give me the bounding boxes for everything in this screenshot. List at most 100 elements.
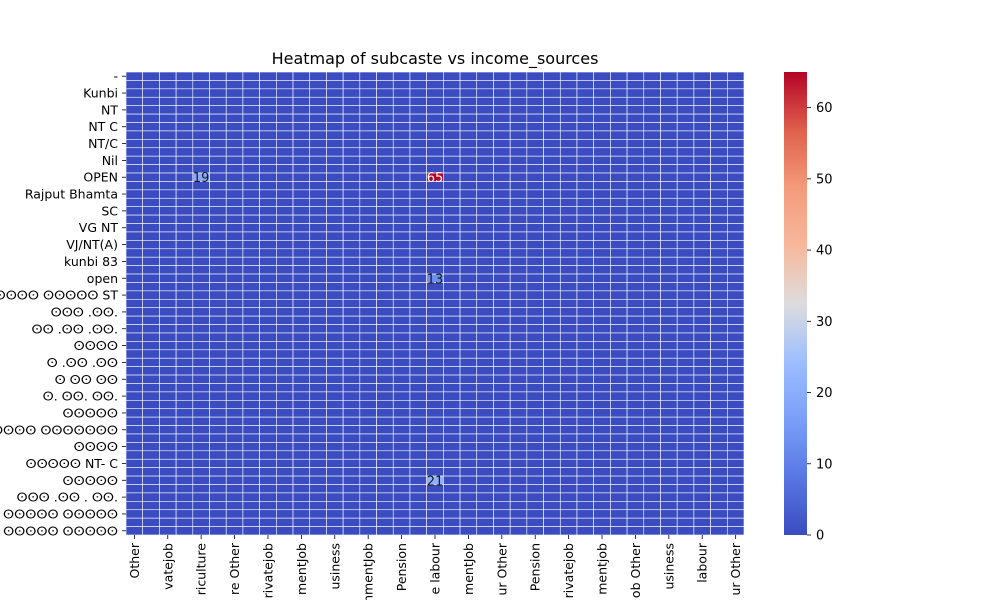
heatmap-cell <box>309 214 327 224</box>
heatmap-cell <box>259 408 277 418</box>
heatmap-cell <box>543 122 561 132</box>
heatmap-cell <box>576 273 594 283</box>
heatmap-cell <box>626 155 645 165</box>
heatmap-cell <box>543 366 561 376</box>
heatmap-cell <box>526 172 544 182</box>
heatmap-cell <box>443 256 461 266</box>
heatmap-cell <box>660 248 678 258</box>
heatmap-cell <box>359 88 377 98</box>
heatmap-cell <box>476 122 494 132</box>
heatmap-cell <box>125 122 144 132</box>
heatmap-cell <box>259 96 277 106</box>
heatmap-cell <box>459 509 478 519</box>
heatmap-cell <box>710 416 728 426</box>
heatmap-cell <box>309 147 327 157</box>
heatmap-cell <box>125 80 144 90</box>
heatmap-cell <box>309 248 327 258</box>
cell-value-label: 13 <box>427 272 444 287</box>
heatmap-cell <box>509 206 528 216</box>
heatmap-cell <box>192 248 210 258</box>
heatmap-cell <box>459 374 478 384</box>
heatmap-cell <box>409 509 427 519</box>
heatmap-cell <box>326 442 344 452</box>
heatmap-cell <box>159 475 177 485</box>
heatmap-cell <box>543 383 561 393</box>
heatmap-cell <box>292 256 311 266</box>
heatmap-cell <box>610 332 628 342</box>
heatmap-cell <box>593 139 611 149</box>
heatmap-cell <box>309 71 327 81</box>
heatmap-cell <box>443 265 461 275</box>
heatmap-cell <box>242 391 260 401</box>
heatmap-cell <box>392 113 411 123</box>
heatmap-cell <box>626 366 645 376</box>
heatmap-cell <box>159 450 177 460</box>
heatmap-cell <box>242 197 260 207</box>
heatmap-cell <box>125 214 144 224</box>
heatmap-cell <box>610 475 628 485</box>
heatmap-cell <box>526 374 544 384</box>
heatmap-cell <box>526 341 544 351</box>
heatmap-cell <box>392 197 411 207</box>
heatmap-cell <box>225 122 244 132</box>
heatmap-cell <box>559 88 578 98</box>
heatmap-cell <box>676 206 695 216</box>
heatmap-cell <box>726 442 745 452</box>
heatmap-cell <box>676 341 695 351</box>
heatmap-cell <box>643 139 661 149</box>
heatmap-cell <box>526 408 544 418</box>
heatmap-cell <box>209 223 227 233</box>
heatmap-cell <box>576 71 594 81</box>
heatmap-cell <box>509 130 528 140</box>
heatmap-cell <box>676 189 695 199</box>
heatmap-cell <box>192 484 210 494</box>
heatmap-cell <box>526 181 544 191</box>
heatmap-cell <box>326 408 344 418</box>
heatmap-cell <box>660 332 678 342</box>
heatmap-cell <box>225 130 244 140</box>
heatmap-cell <box>593 442 611 452</box>
heatmap-cell <box>276 492 294 502</box>
heatmap-cell <box>643 298 661 309</box>
heatmap-cell <box>409 240 427 250</box>
heatmap-cell <box>459 273 478 283</box>
heatmap-cell <box>326 282 344 292</box>
heatmap-cell <box>593 383 611 393</box>
heatmap-cell <box>209 240 227 250</box>
heatmap-cell <box>593 366 611 376</box>
heatmap-cell <box>209 357 227 367</box>
heatmap-cell <box>359 526 377 536</box>
heatmap-cell <box>610 374 628 384</box>
heatmap-cell <box>309 80 327 90</box>
heatmap-cell <box>309 383 327 393</box>
heatmap-cell <box>459 298 478 309</box>
heatmap-cell <box>476 374 494 384</box>
heatmap-cell <box>175 357 194 367</box>
heatmap-cell <box>576 400 594 410</box>
heatmap-cell <box>526 349 544 359</box>
heatmap-cell <box>593 526 611 536</box>
heatmap-cell <box>610 501 628 511</box>
heatmap-cell <box>710 467 728 477</box>
heatmap-cell <box>693 130 711 140</box>
heatmap-cell <box>409 492 427 502</box>
heatmap-cell <box>726 223 745 233</box>
heatmap-cell <box>359 197 377 207</box>
heatmap-cell <box>142 366 160 376</box>
heatmap-cell <box>292 147 311 157</box>
heatmap-cell <box>225 164 244 174</box>
heatmap-cell <box>209 88 227 98</box>
heatmap-cell <box>359 172 377 182</box>
x-axis-tick-labels: Other vatejob riculture re Other rivatejob me… <box>127 535 743 600</box>
heatmap-cell <box>242 341 260 351</box>
heatmap-cell <box>292 492 311 502</box>
heatmap-cell <box>426 214 444 224</box>
heatmap-cell <box>693 223 711 233</box>
heatmap-cell <box>292 433 311 443</box>
heatmap-cell <box>726 315 745 325</box>
heatmap-cell <box>710 517 728 527</box>
heatmap-cell <box>426 298 444 309</box>
heatmap-cell <box>726 357 745 367</box>
heatmap-cell <box>125 391 144 401</box>
heatmap-cell <box>643 484 661 494</box>
